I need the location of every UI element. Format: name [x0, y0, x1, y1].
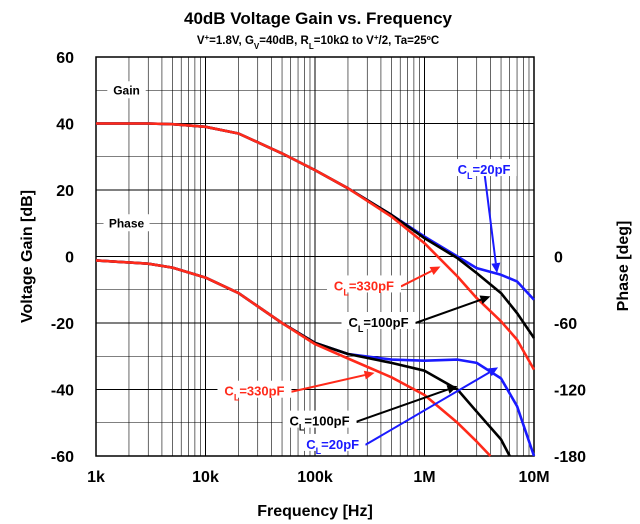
- annotation-arrow: [356, 388, 449, 423]
- x-axis-label: Frequency [Hz]: [257, 503, 373, 520]
- gain-line-cl330pf: [96, 122, 536, 371]
- x-tick-label: 1k: [87, 469, 105, 486]
- phase-section-label: Phase: [109, 216, 145, 230]
- annotation-gain-2: CL=100pF: [341, 295, 491, 334]
- x-tick-label: 10k: [192, 469, 219, 486]
- plot-area: [95, 56, 535, 457]
- annotation-arrow: [364, 371, 490, 446]
- chart-title-group: 40dB Voltage Gain vs. Frequency V+=1.8V,…: [184, 9, 453, 51]
- annotation-arrowhead: [479, 295, 491, 304]
- y-tick-label: -20: [51, 316, 74, 333]
- annotation-label: CL=330pF: [334, 278, 394, 297]
- y2-axis-label: Phase [deg]: [615, 221, 632, 312]
- annotation-label: CL=20pF: [458, 162, 511, 181]
- annotation-arrowhead: [487, 367, 499, 377]
- phase-line-cl330pf: [95, 259, 492, 457]
- annotation-arrow: [291, 374, 366, 393]
- y-tick-label: 40: [56, 117, 74, 134]
- annotation-gain-0: CL=20pF: [451, 159, 517, 274]
- annotation-arrowhead: [429, 266, 441, 275]
- y-tick-label: -40: [51, 383, 74, 400]
- annotation-label-bg: [326, 275, 401, 293]
- y2-tick-label: -180: [554, 449, 586, 466]
- annotation-phase-3: CL=330pF: [217, 370, 375, 403]
- annotation-arrowhead: [363, 370, 375, 380]
- y2-tick-labels: 0 -60 -120 -180: [554, 250, 586, 467]
- annotation-arrowhead: [491, 262, 501, 274]
- annotation-gain-1: CL=330pF: [326, 266, 441, 297]
- annotation-label-bg: [217, 380, 292, 398]
- x-tick-label: 100k: [297, 469, 333, 486]
- annotation-label: CL=100pF: [348, 315, 408, 334]
- x-tick-labels: 1k 10k 100k 1M 10M: [87, 469, 549, 486]
- gain-section-label: Gain: [113, 83, 140, 97]
- y-tick-label: -60: [51, 449, 74, 466]
- y-tick-label: 60: [56, 50, 74, 67]
- section-labels: Gain Phase: [103, 81, 150, 232]
- chart-title: 40dB Voltage Gain vs. Frequency: [184, 9, 453, 28]
- y2-tick-label: -60: [554, 316, 577, 333]
- annotation-label-bg: [282, 410, 357, 428]
- x-tick-label: 10M: [518, 469, 549, 486]
- annotation-arrow: [415, 298, 482, 324]
- chart-subtitle: V+=1.8V, GV=40dB, RL=10kΩ to V+/2, Ta=25…: [197, 33, 439, 51]
- annotation-phase-5: CL=20pF: [299, 367, 499, 456]
- annotation-label: CL=100pF: [290, 414, 350, 433]
- annotation-arrow: [400, 270, 433, 288]
- annotation-label: CL=330pF: [224, 384, 284, 403]
- annotation-label-bg: [451, 159, 517, 177]
- y-tick-labels: 60 40 20 0 -20 -40 -60: [51, 50, 74, 466]
- annotation-arrow: [483, 169, 497, 264]
- y2-tick-label: -120: [554, 383, 586, 400]
- annotation-arrowhead: [446, 385, 458, 394]
- y-axis-label: Voltage Gain [dB]: [19, 190, 36, 323]
- y2-tick-label: 0: [554, 250, 563, 267]
- series-group: [95, 122, 536, 457]
- annotation-phase-4: CL=100pF: [282, 385, 458, 433]
- y-tick-label: 0: [65, 250, 74, 267]
- x-tick-label: 1M: [413, 469, 435, 486]
- phase-label-bg: [103, 214, 150, 232]
- annotation-label-bg: [299, 433, 366, 451]
- grid: [96, 57, 534, 456]
- annotation-label: CL=20pF: [306, 437, 359, 456]
- annotation-label-bg: [341, 312, 416, 329]
- gain-label-bg: [107, 81, 146, 99]
- y-tick-label: 20: [56, 183, 74, 200]
- annotations: CL=20pF CL=330pF CL=100pF CL=330pF CL=100pF C…: [217, 159, 517, 456]
